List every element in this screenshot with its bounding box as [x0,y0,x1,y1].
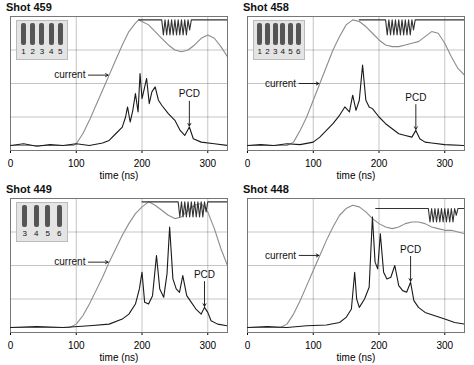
html-text:Shot 448: Shot 448 [243,183,289,195]
svg-text:current: current [265,250,296,261]
svg-text:0: 0 [245,340,251,351]
svg-text:100: 100 [68,158,85,169]
svg-text:time (ns): time (ns) [337,352,376,363]
svg-text:0: 0 [8,158,14,169]
svg-text:current: current [54,256,85,267]
html-text:1 2 3 4 5 6: 1 2 3 4 5 6 [257,47,301,56]
html-text:3 4: 3 4 [39,47,54,56]
svg-text:200: 200 [134,158,151,169]
svg-text:300: 300 [436,158,453,169]
html-text:Shot 458: Shot 458 [243,1,289,13]
svg-text:100: 100 [68,340,85,351]
html-text:5: 5 [45,229,50,238]
svg-text:time (ns): time (ns) [100,352,139,363]
svg-text:300: 300 [436,340,453,351]
html-text:2: 2 [30,47,35,56]
html-text:Shot 459: Shot 459 [6,1,52,13]
svg-text:time (ns): time (ns) [100,170,139,181]
svg-text:PCD: PCD [194,269,215,280]
svg-text:200: 200 [371,158,388,169]
svg-text:200: 200 [371,340,388,351]
svg-text:PCD: PCD [179,88,200,99]
svg-text:100: 100 [305,158,322,169]
svg-text:time (ns): time (ns) [337,170,376,181]
svg-text:current: current [54,69,85,80]
svg-text:300: 300 [199,158,216,169]
svg-text:200: 200 [134,340,151,351]
html-text:Shot 449: Shot 449 [6,183,52,195]
svg-text:PCD: PCD [400,244,421,255]
html-text:3: 3 [22,229,27,238]
html-text:4: 4 [34,229,39,238]
svg-text:PCD: PCD [405,92,426,103]
html-text:1: 1 [21,47,26,56]
svg-text:0: 0 [8,340,14,351]
svg-text:current: current [265,78,296,89]
svg-text:0: 0 [245,158,251,169]
svg-text:300: 300 [199,340,216,351]
html-text:6: 6 [57,229,62,238]
html-text:5: 5 [58,47,63,56]
svg-text:100: 100 [305,340,322,351]
